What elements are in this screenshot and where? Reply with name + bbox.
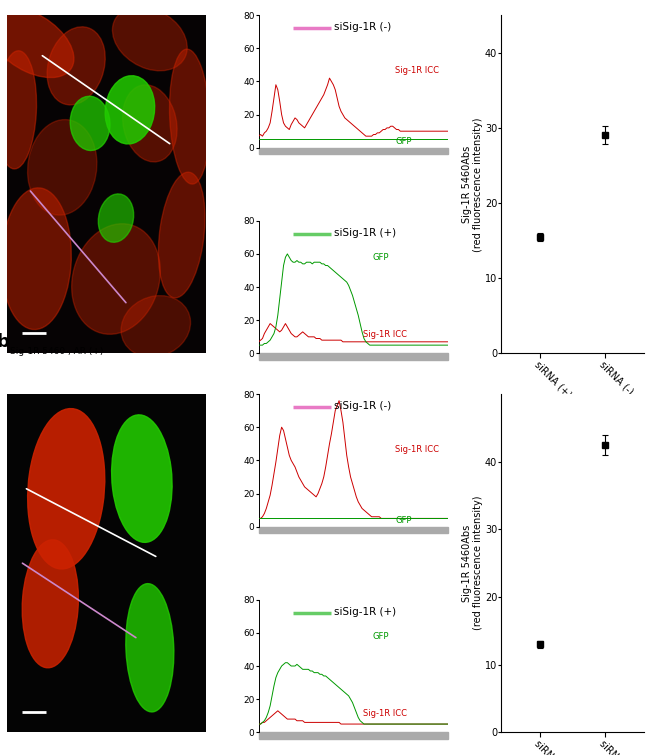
Text: siSig-1R (-): siSig-1R (-) (335, 22, 392, 32)
Text: Sig-1R ICC: Sig-1R ICC (395, 66, 439, 76)
Ellipse shape (22, 540, 79, 667)
Ellipse shape (123, 85, 177, 162)
Ellipse shape (98, 194, 134, 242)
Bar (259, 148, 448, 155)
Text: Sig-1R 5460 , AR (+): Sig-1R 5460 , AR (+) (10, 347, 104, 356)
Ellipse shape (1, 188, 72, 329)
Ellipse shape (47, 27, 105, 105)
Text: siSig-1R (+): siSig-1R (+) (335, 606, 396, 617)
Text: Sig-1R ICC: Sig-1R ICC (363, 709, 407, 718)
Ellipse shape (105, 76, 155, 144)
Bar (259, 353, 448, 360)
Bar (259, 732, 448, 739)
Ellipse shape (159, 172, 205, 297)
Ellipse shape (126, 584, 174, 712)
Ellipse shape (112, 414, 172, 542)
Text: GFP: GFP (395, 137, 411, 146)
Text: b: b (0, 333, 9, 351)
Ellipse shape (112, 7, 187, 71)
Text: GFP: GFP (372, 633, 389, 641)
Ellipse shape (0, 7, 74, 78)
Bar (259, 527, 448, 533)
Text: Sig-1R ICC: Sig-1R ICC (363, 331, 407, 339)
Text: siSig-1R (-): siSig-1R (-) (335, 401, 392, 411)
Text: GFP: GFP (372, 254, 389, 263)
Ellipse shape (72, 223, 161, 334)
Ellipse shape (27, 119, 97, 215)
Ellipse shape (0, 51, 36, 169)
Ellipse shape (70, 96, 110, 150)
Ellipse shape (121, 296, 190, 357)
Text: siSig-1R (+): siSig-1R (+) (335, 228, 396, 238)
Y-axis label: Sig-1R 5460Abs
(red fluorescence intensity): Sig-1R 5460Abs (red fluorescence intensi… (462, 496, 484, 630)
Ellipse shape (170, 49, 210, 184)
Text: Sig-1R ICC: Sig-1R ICC (395, 445, 439, 455)
Ellipse shape (28, 408, 105, 569)
Text: GFP: GFP (395, 516, 411, 525)
Y-axis label: Sig-1R 5460Abs
(red fluorescence intensity): Sig-1R 5460Abs (red fluorescence intensi… (462, 117, 484, 251)
